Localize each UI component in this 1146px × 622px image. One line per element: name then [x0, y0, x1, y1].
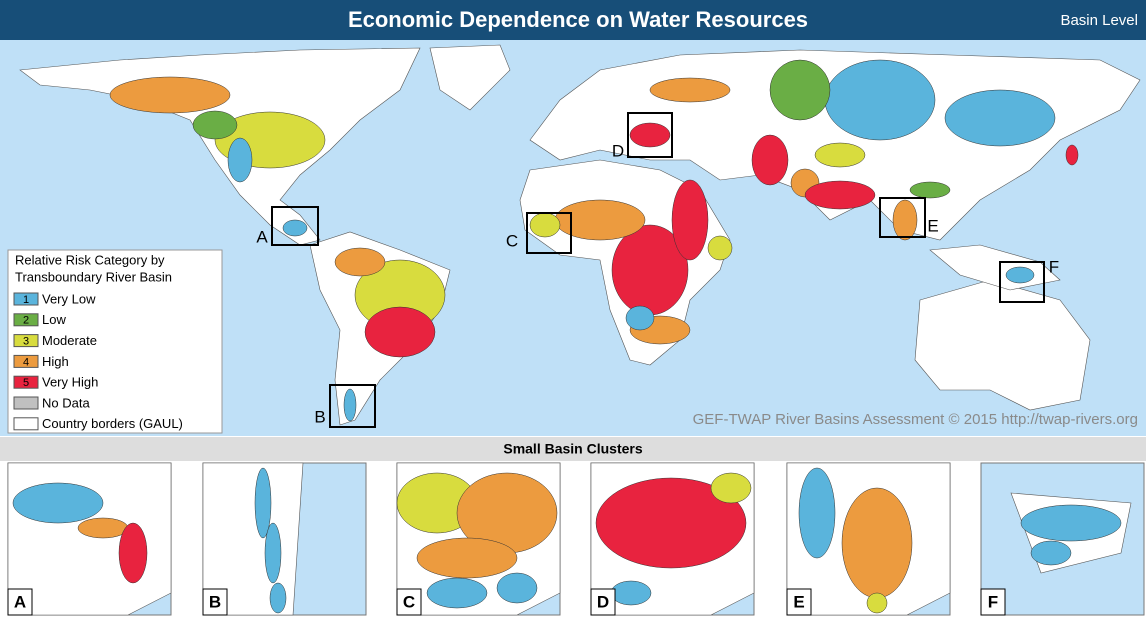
- basin: [1066, 145, 1078, 165]
- panel-basin: [611, 581, 651, 605]
- panel-basin: [867, 593, 887, 613]
- legend-label: Country borders (GAUL): [42, 416, 183, 431]
- cluster-panel: F: [981, 463, 1144, 615]
- basin: [630, 123, 670, 147]
- panel-label: F: [988, 592, 998, 611]
- title: Economic Dependence on Water Resources: [348, 7, 808, 32]
- legend-label: High: [42, 354, 69, 369]
- basin: [650, 78, 730, 102]
- legend-label: Very Low: [42, 291, 96, 306]
- basin: [910, 182, 950, 198]
- basin: [815, 143, 865, 167]
- cluster-label: B: [314, 407, 325, 426]
- basin: [283, 220, 307, 236]
- basin: [335, 248, 385, 276]
- credit: GEF-TWAP River Basins Assessment © 2015 …: [693, 411, 1138, 428]
- basin: [228, 138, 252, 182]
- legend-swatch: [14, 418, 38, 430]
- basin: [344, 389, 356, 421]
- cluster-panel: C: [397, 463, 560, 615]
- legend-code: 5: [23, 377, 29, 389]
- panel-basin: [265, 523, 281, 583]
- panel-basin: [13, 483, 103, 523]
- panel-basin: [497, 573, 537, 603]
- basin: [825, 60, 935, 140]
- panel-basin: [799, 468, 835, 558]
- panel-basin: [1021, 505, 1121, 541]
- legend-code: 3: [23, 336, 29, 348]
- basin: [110, 77, 230, 113]
- basin: [365, 307, 435, 357]
- panels-title: Small Basin Clusters: [503, 441, 642, 457]
- cluster-label: E: [927, 216, 938, 235]
- legend-label: Low: [42, 312, 66, 327]
- basin: [530, 213, 560, 237]
- legend: Relative Risk Category by Transboundary R…: [8, 250, 222, 433]
- legend-label: Moderate: [42, 333, 97, 348]
- legend-title: Relative Risk Category by: [15, 252, 165, 267]
- panel-label: B: [209, 592, 221, 611]
- basin: [770, 60, 830, 120]
- panel-basin: [842, 488, 912, 598]
- panel-basin: [427, 578, 487, 608]
- basin: [945, 90, 1055, 146]
- panel-basin: [417, 538, 517, 578]
- cluster-label: A: [256, 227, 268, 246]
- basin: [752, 135, 788, 185]
- panel-basin: [78, 518, 128, 538]
- cluster-panel: E: [787, 463, 950, 615]
- panel-basin: [711, 473, 751, 503]
- legend-label: Very High: [42, 375, 98, 390]
- legend-code: 1: [23, 294, 29, 306]
- panel-basin: [1031, 541, 1071, 565]
- map-page: Economic Dependence on Water Resources B…: [0, 0, 1146, 617]
- cluster-label: C: [506, 231, 518, 250]
- basin: [672, 180, 708, 260]
- cluster-label: F: [1049, 257, 1059, 276]
- cluster-panel: D: [591, 463, 754, 615]
- basin: [805, 181, 875, 209]
- cluster-panel: A: [8, 463, 171, 615]
- basin: [708, 236, 732, 260]
- cluster-label: D: [612, 141, 624, 160]
- basin: [626, 306, 654, 330]
- legend-title: Transboundary River Basin: [15, 269, 172, 284]
- panel-basin: [119, 523, 147, 583]
- panel-label: D: [597, 592, 609, 611]
- level-label: Basin Level: [1060, 12, 1138, 29]
- cluster-panel: B: [203, 463, 366, 615]
- basin: [893, 200, 917, 240]
- panels: A B C D E F: [8, 463, 1144, 615]
- basin: [1006, 267, 1034, 283]
- legend-swatch: [14, 397, 38, 409]
- panel-label: C: [403, 592, 415, 611]
- legend-label: No Data: [42, 395, 90, 410]
- legend-code: 2: [23, 315, 29, 327]
- legend-code: 4: [23, 356, 29, 368]
- basin: [555, 200, 645, 240]
- panel-label: A: [14, 592, 26, 611]
- panel-label: E: [793, 592, 804, 611]
- panel-basin: [270, 583, 286, 613]
- basin: [193, 111, 237, 139]
